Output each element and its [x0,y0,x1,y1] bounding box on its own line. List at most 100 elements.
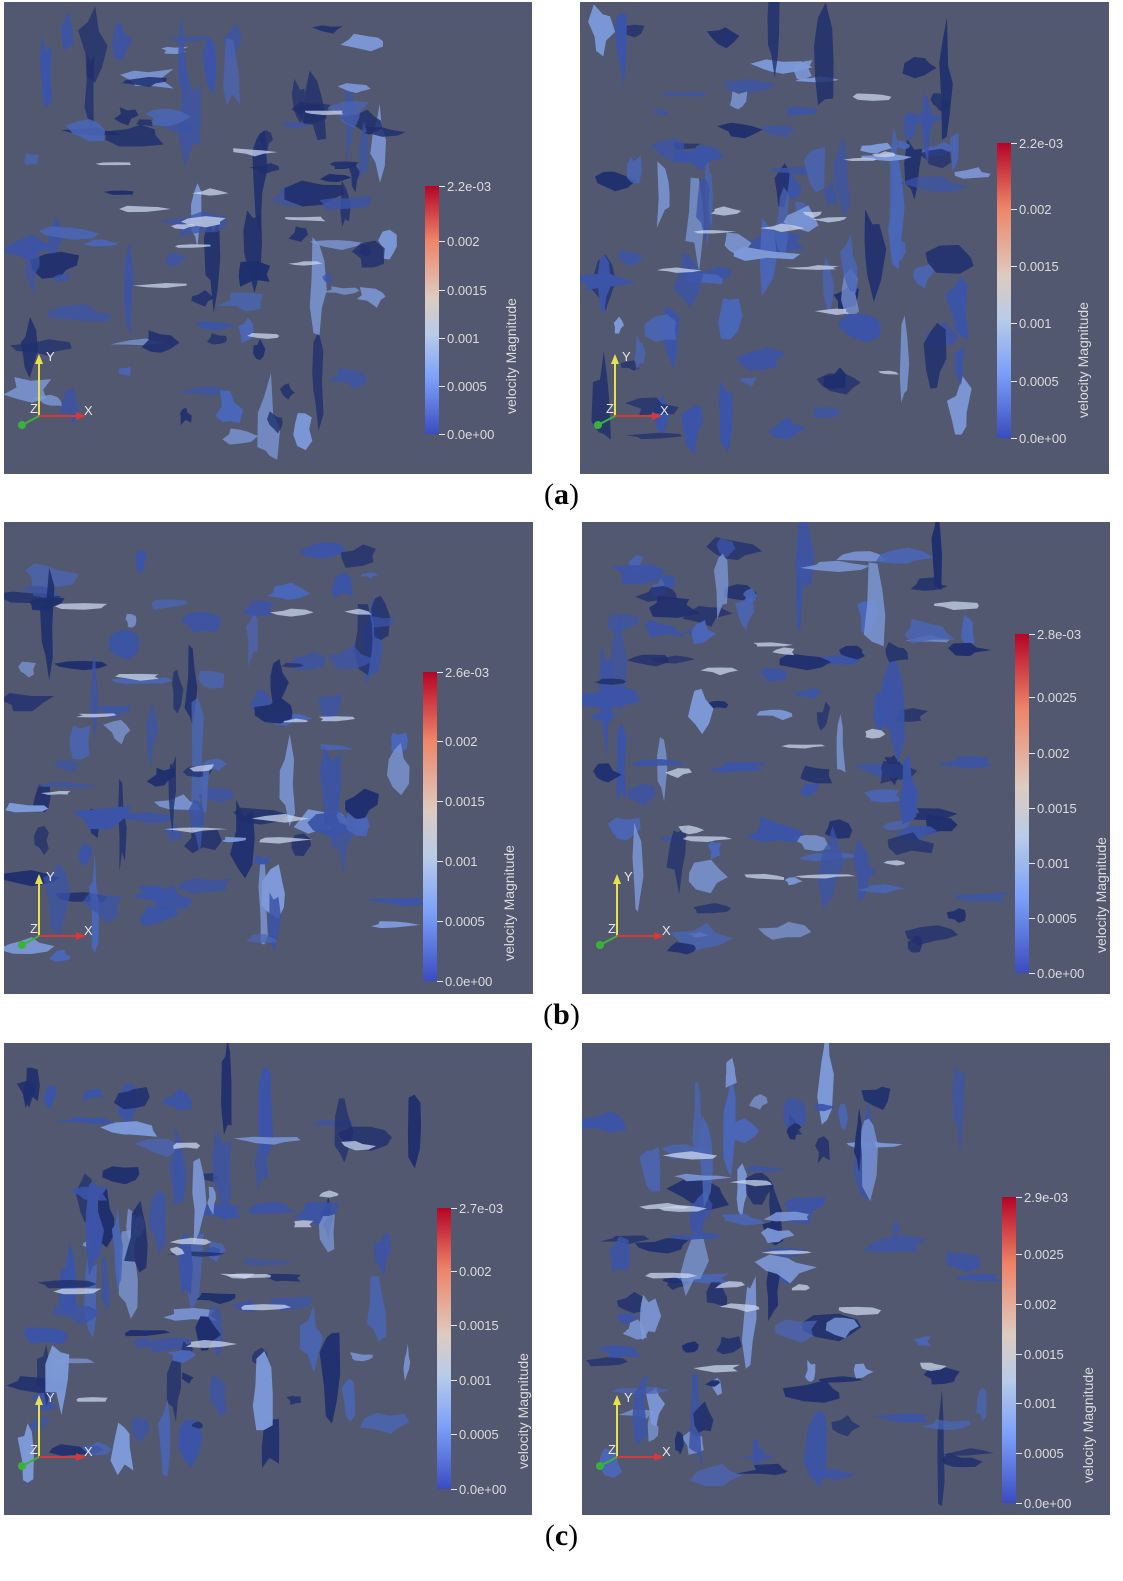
pore-blob [136,119,153,127]
velocity-highlight [241,1304,292,1311]
pore-blob [4,693,55,712]
pore-blob [955,1274,1005,1282]
pore-blob [39,34,53,108]
pore-blob [790,1129,803,1136]
colorbar-tick-label: 0.001 [447,330,480,346]
pore-blob [48,304,112,322]
pore-blob [18,661,36,678]
pore-blob [352,240,385,268]
pore-blob [319,1332,341,1424]
colorbar-tick [1029,697,1035,699]
velocity-highlight [878,370,899,375]
pore-blob [803,147,826,193]
pore-blob [69,725,91,760]
pore-blob [585,1357,628,1367]
pore-blob [111,1206,123,1290]
colorbar-tick-label: 0.001 [1037,855,1070,871]
pore-blob [754,1254,817,1284]
pore-blob [111,677,174,684]
colorbar-tick-label: 2.8e-03 [1037,627,1082,642]
pore-blob [166,1356,181,1422]
pore-blob [656,161,670,228]
pore-blob [22,1067,40,1109]
pore-blob [704,1380,720,1387]
pore-blob [111,22,133,61]
pore-blob [132,885,174,902]
velocity-highlight [76,713,117,718]
colorbar-tick [451,1379,457,1381]
colorbar-tick [1011,266,1017,268]
pore-blob [674,1173,733,1182]
colorbar-tick [1011,380,1017,382]
colorbar-tick [1011,438,1017,439]
pore-blob [113,1087,150,1110]
pore-blob [173,1127,187,1201]
pore-blob [20,316,38,379]
pore-blob [814,2,834,106]
pore-blob [280,662,305,668]
pore-blob [659,92,706,97]
colorbar-tick [1011,208,1017,210]
pore-blob [31,781,100,788]
pore-blob [358,120,369,181]
colorbar-tick [451,1434,457,1436]
pore-surface-render [582,1043,1005,1507]
pore-blob [784,877,803,886]
pore-blob [925,244,974,274]
pore-blob [312,331,324,431]
pore-blob [613,316,624,334]
colorbar-tick-label: 0.0025 [1024,1247,1064,1263]
axis-letter-x: X [662,923,671,938]
colorbar-tick-label: 0.0005 [445,914,485,929]
pore-blob [4,937,55,954]
pore-blob [790,835,832,852]
pore-blob [892,1219,901,1246]
pore-blob [110,1422,134,1476]
velocity-highlight [173,1142,201,1149]
pore-blob [693,903,732,914]
pore-blob [38,226,99,240]
pore-blob [594,678,627,685]
colorbar [425,186,439,434]
pore-blob [666,942,696,955]
colorbar-tick [1016,1353,1022,1355]
pore-blob [840,233,858,292]
velocity-highlight [729,1180,773,1187]
velocity-highlight [719,1303,760,1312]
pore-blob [122,76,167,87]
velocity-highlight [843,157,877,161]
axis-letter-x: X [84,1444,93,1459]
pore-blob [80,1441,112,1456]
velocity-highlight [710,206,742,216]
pore-blob [953,891,1011,902]
pore-blob [752,1438,765,1466]
pore-blob [5,802,49,813]
colorbar-tick [451,1489,457,1490]
pore-blob [347,161,361,193]
pore-blob [860,142,892,154]
pore-blob [366,1276,387,1342]
pore-blob [837,313,881,343]
colorbar-tick [437,801,443,802]
pore-blob [84,54,95,128]
pore-blob [288,226,308,242]
pore-blob [949,133,959,171]
pore-blob [893,140,911,150]
pore-blob [241,600,274,616]
pore-blob [817,825,845,910]
pore-blob [853,1107,862,1173]
render-panel: Y X Z 2.8e-03 0.0025 0.002 0.0015 0.001 0.0005 0.… [582,522,1110,994]
pore-blob [317,693,343,722]
colorbar-tick-label: 0.002 [447,234,480,250]
pore-blob [607,613,640,632]
pore-blob [209,1374,227,1417]
pore-blob [361,572,378,579]
colorbar-tick-label: 0.0015 [459,1318,499,1334]
colorbar-tick-label: 0.001 [1024,1396,1057,1412]
pore-blob [941,1448,994,1456]
pore-blob [822,256,835,318]
pore-blob [53,1302,100,1326]
pore-blob [154,794,201,811]
pore-blob [286,1395,302,1405]
pore-blob [908,826,938,836]
